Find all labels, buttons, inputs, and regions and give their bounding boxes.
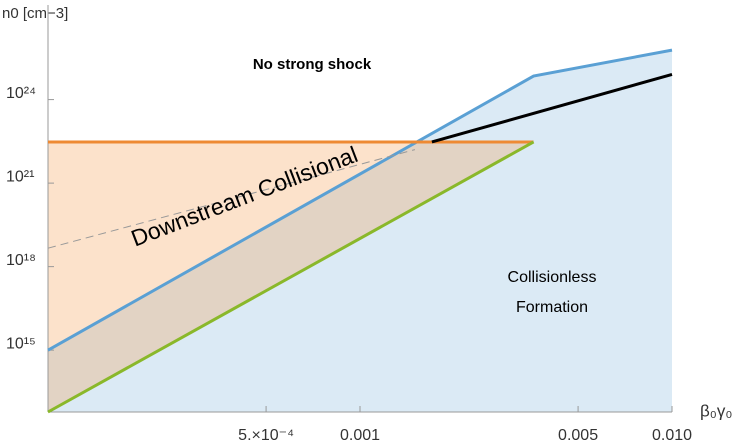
- x-tick-label: 0.005: [558, 427, 598, 444]
- line: [47, 149, 416, 249]
- x-tick-label: 0.001: [340, 427, 380, 444]
- y-tick-label: 10²¹: [6, 168, 34, 185]
- x-axis-label: β₀γ₀: [700, 401, 732, 420]
- y-tick-label: 10¹⁵: [6, 335, 36, 352]
- line: [47, 48, 673, 352]
- line: [47, 140, 535, 414]
- annotation: Formation: [516, 299, 588, 316]
- y-tick-label: 10²⁴: [6, 85, 36, 102]
- line: [431, 73, 673, 144]
- annotation: Collisionless: [508, 269, 597, 286]
- annotation: No strong shock: [253, 56, 372, 73]
- x-tick-label: 0.010: [652, 427, 692, 444]
- y-axis-label: n0 [cm−3]: [2, 5, 68, 22]
- x-tick-label: 5.×10⁻⁴: [238, 427, 294, 444]
- y-tick-label: 10¹⁸: [6, 252, 36, 269]
